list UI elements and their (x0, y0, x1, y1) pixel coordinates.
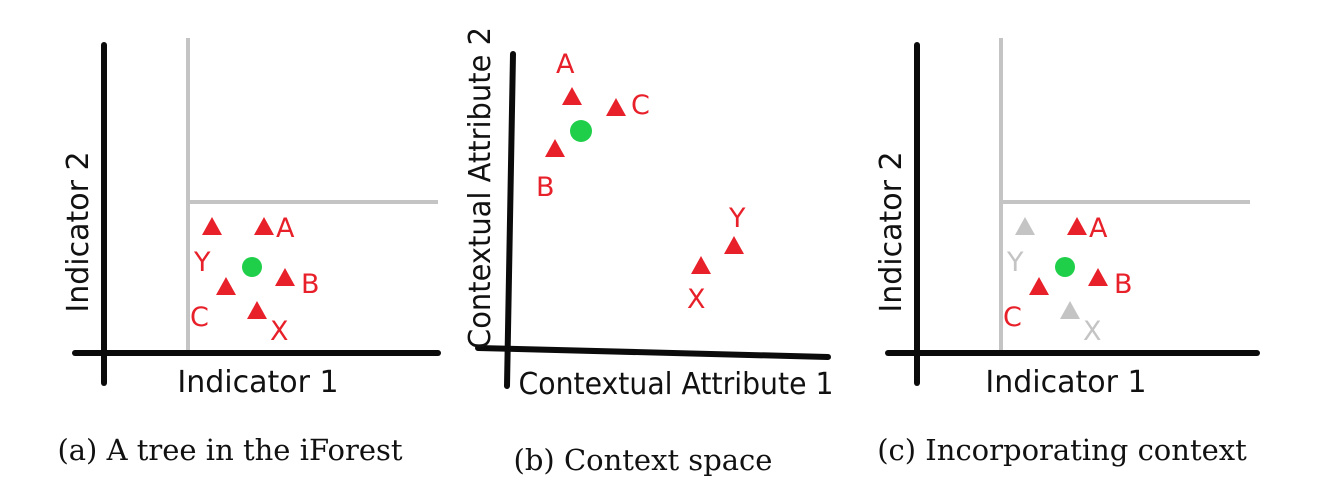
point-a-label: A (556, 49, 575, 80)
focus-point (1055, 257, 1075, 277)
point-c-marker (1029, 277, 1049, 295)
point-y-label: Y (193, 247, 211, 278)
point-y-label: Y (728, 203, 746, 234)
point-a-label: A (276, 213, 295, 244)
point-b-marker (545, 139, 565, 157)
y-axis-label: Indicator 2 (874, 151, 909, 312)
point-x-label: X (270, 316, 289, 347)
point-c-marker (606, 98, 626, 116)
caption-a: (a) A tree in the iForest (57, 433, 402, 467)
point-c-label: C (190, 302, 209, 333)
point-x-marker (691, 256, 711, 274)
x-axis-label: Indicator 1 (985, 365, 1146, 400)
point-a-marker (562, 87, 582, 105)
point-a-marker (254, 217, 274, 235)
point-x-marker (247, 301, 267, 319)
point-c-label: C (1003, 302, 1022, 333)
point-x-marker (1060, 301, 1080, 319)
panel-c: Indicator 1 Indicator 2 A B C X Y (c) In… (874, 38, 1260, 467)
point-y-marker (202, 217, 222, 235)
focus-point (570, 120, 592, 142)
x-axis (475, 345, 831, 360)
point-b-label: B (536, 172, 555, 203)
point-y-marker (724, 236, 744, 254)
point-b-marker (275, 268, 295, 286)
x-axis-label: Contextual Attribute 1 (519, 367, 834, 402)
point-a-marker (1067, 217, 1087, 235)
point-c-marker (216, 277, 236, 295)
point-y-label: Y (1006, 247, 1024, 278)
point-x-label: X (687, 284, 706, 315)
caption-b: (b) Context space (514, 443, 773, 477)
point-y-marker (1015, 217, 1035, 235)
x-axis-label: Indicator 1 (177, 365, 338, 400)
y-axis-label: Contextual Attribute 2 (463, 27, 498, 349)
point-b-label: B (301, 269, 320, 300)
panel-a: Indicator 1 Indicator 2 A B C X Y (a) A … (57, 38, 441, 467)
point-c-label: C (631, 90, 650, 121)
y-axis (504, 51, 516, 389)
point-b-label: B (1114, 269, 1133, 300)
point-b-marker (1088, 268, 1108, 286)
caption-c: (c) Incorporating context (877, 433, 1247, 467)
panel-b: Contextual Attribute 1 Contextual Attrib… (463, 27, 834, 477)
point-x-label: X (1083, 316, 1102, 347)
point-a-label: A (1089, 213, 1108, 244)
focus-point (242, 257, 262, 277)
y-axis-label: Indicator 2 (61, 151, 96, 312)
